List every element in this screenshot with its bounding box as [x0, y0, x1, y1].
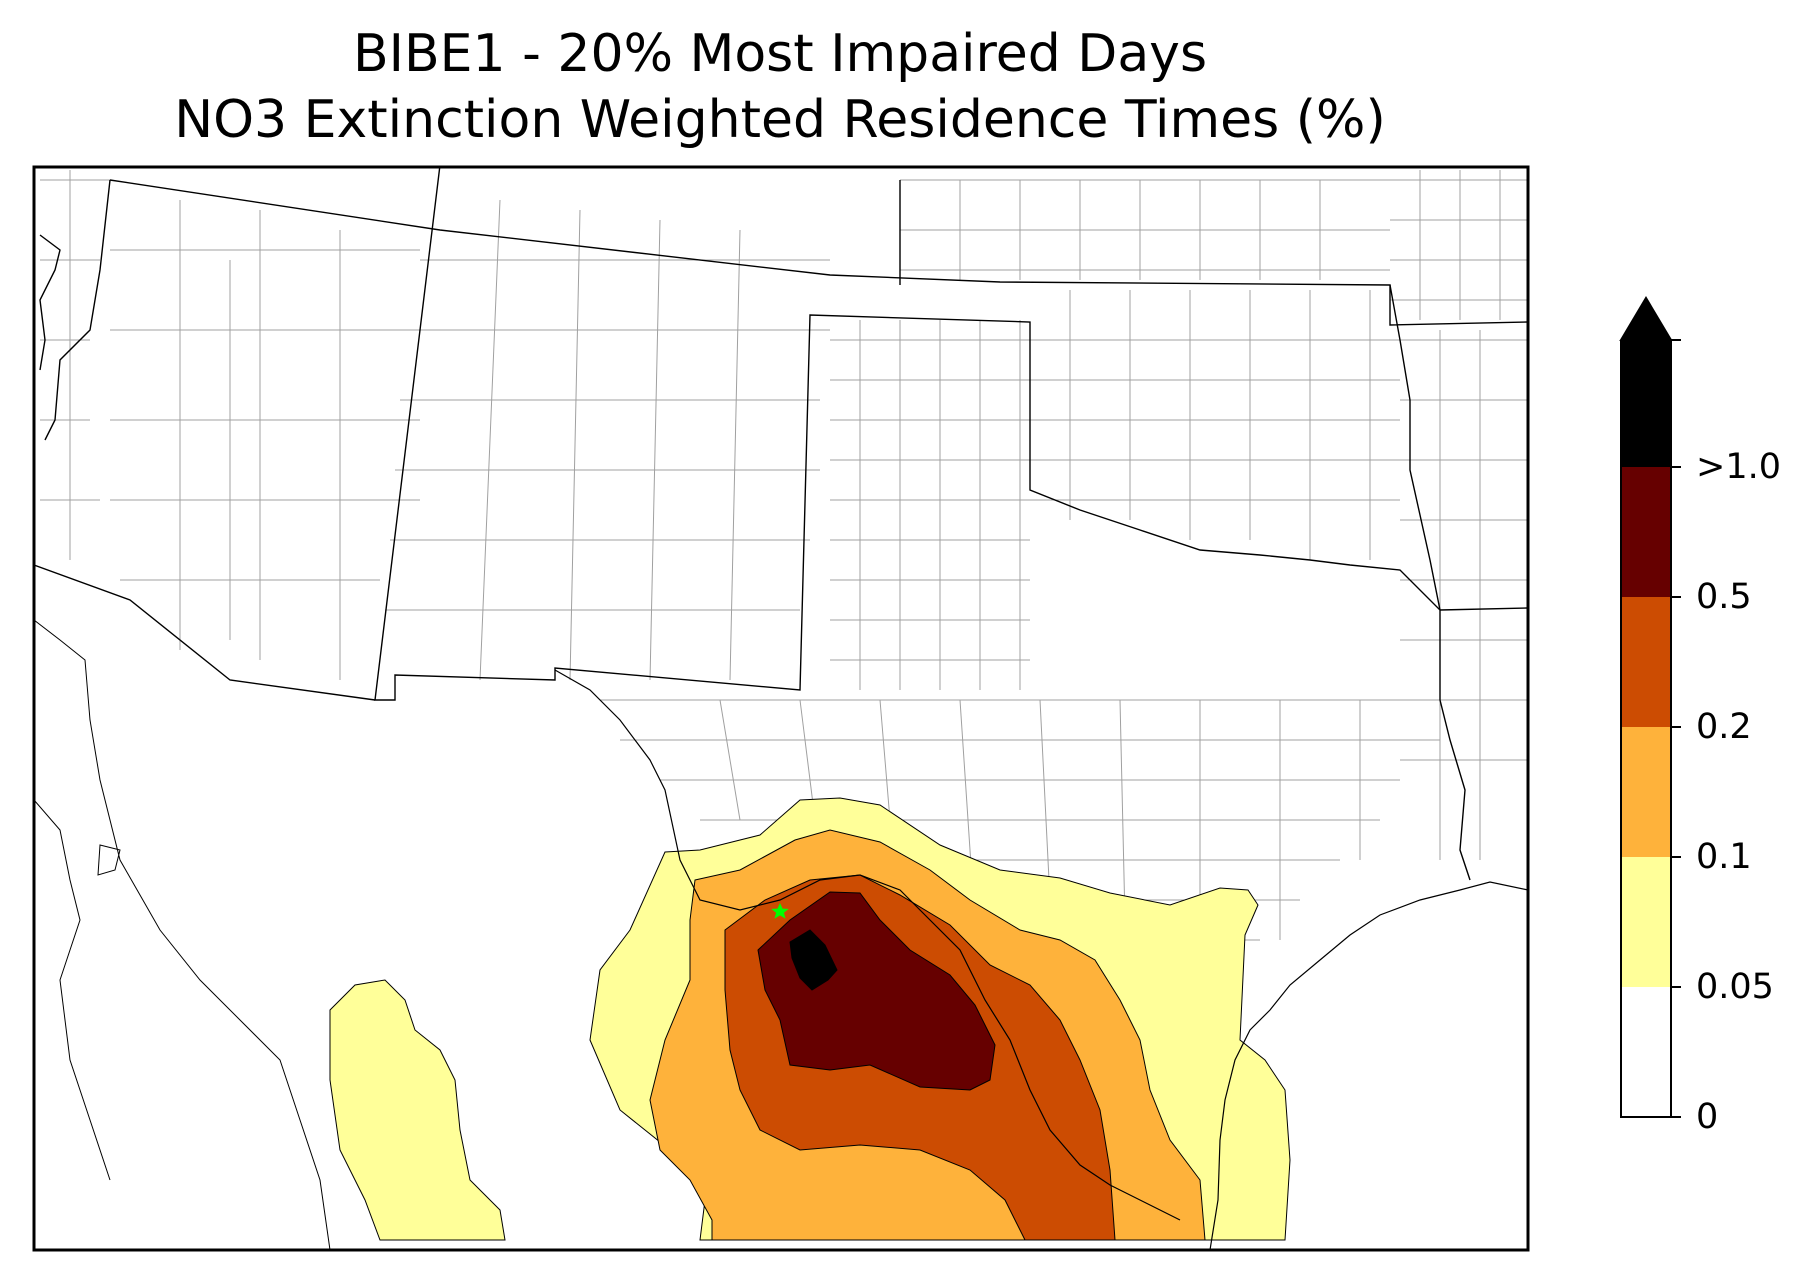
- map-title-line1: BIBE1 - 20% Most Impaired Days: [352, 24, 1208, 84]
- colorbar-label-3: 0.2: [1696, 707, 1752, 747]
- map-frame: [32, 165, 1530, 1252]
- gulf-coastline: [1209, 881, 1528, 1250]
- colorbar-label-2: 0.1: [1696, 837, 1752, 877]
- map-area: [34, 167, 1528, 1250]
- state-boundaries: [34, 167, 1528, 881]
- site-star-marker: [771, 903, 789, 919]
- colorbar-band-0: [1621, 987, 1671, 1117]
- border-line: [554, 669, 1181, 1221]
- colorbar-band-1: [1621, 857, 1671, 987]
- residence-time-contours: [329, 797, 1291, 1241]
- mexico-coastline: [34, 619, 331, 1250]
- colorbar: [1619, 296, 1681, 1118]
- colorbar-outline: [1620, 340, 1672, 1118]
- colorbar-label-4: 0.5: [1696, 577, 1752, 617]
- colorbar-label-0: 0: [1696, 1097, 1719, 1137]
- colorbar-label-5: >1.0: [1696, 447, 1781, 487]
- colorbar-label-1: 0.05: [1696, 967, 1774, 1007]
- contour-0.05-0.1-west: [329, 979, 506, 1241]
- colorbar-extend-arrow: [1619, 296, 1673, 341]
- colorbar-band-2: [1621, 727, 1671, 857]
- contour-gt-1.0: [789, 929, 838, 991]
- map-title-line2: NO3 Extinction Weighted Residence Times …: [174, 90, 1386, 150]
- colorbar-band-5: [1621, 340, 1671, 467]
- colorbar-band-3: [1621, 597, 1671, 727]
- colorbar-ticks: [1671, 339, 1681, 1118]
- colorbar-band-4: [1621, 467, 1671, 597]
